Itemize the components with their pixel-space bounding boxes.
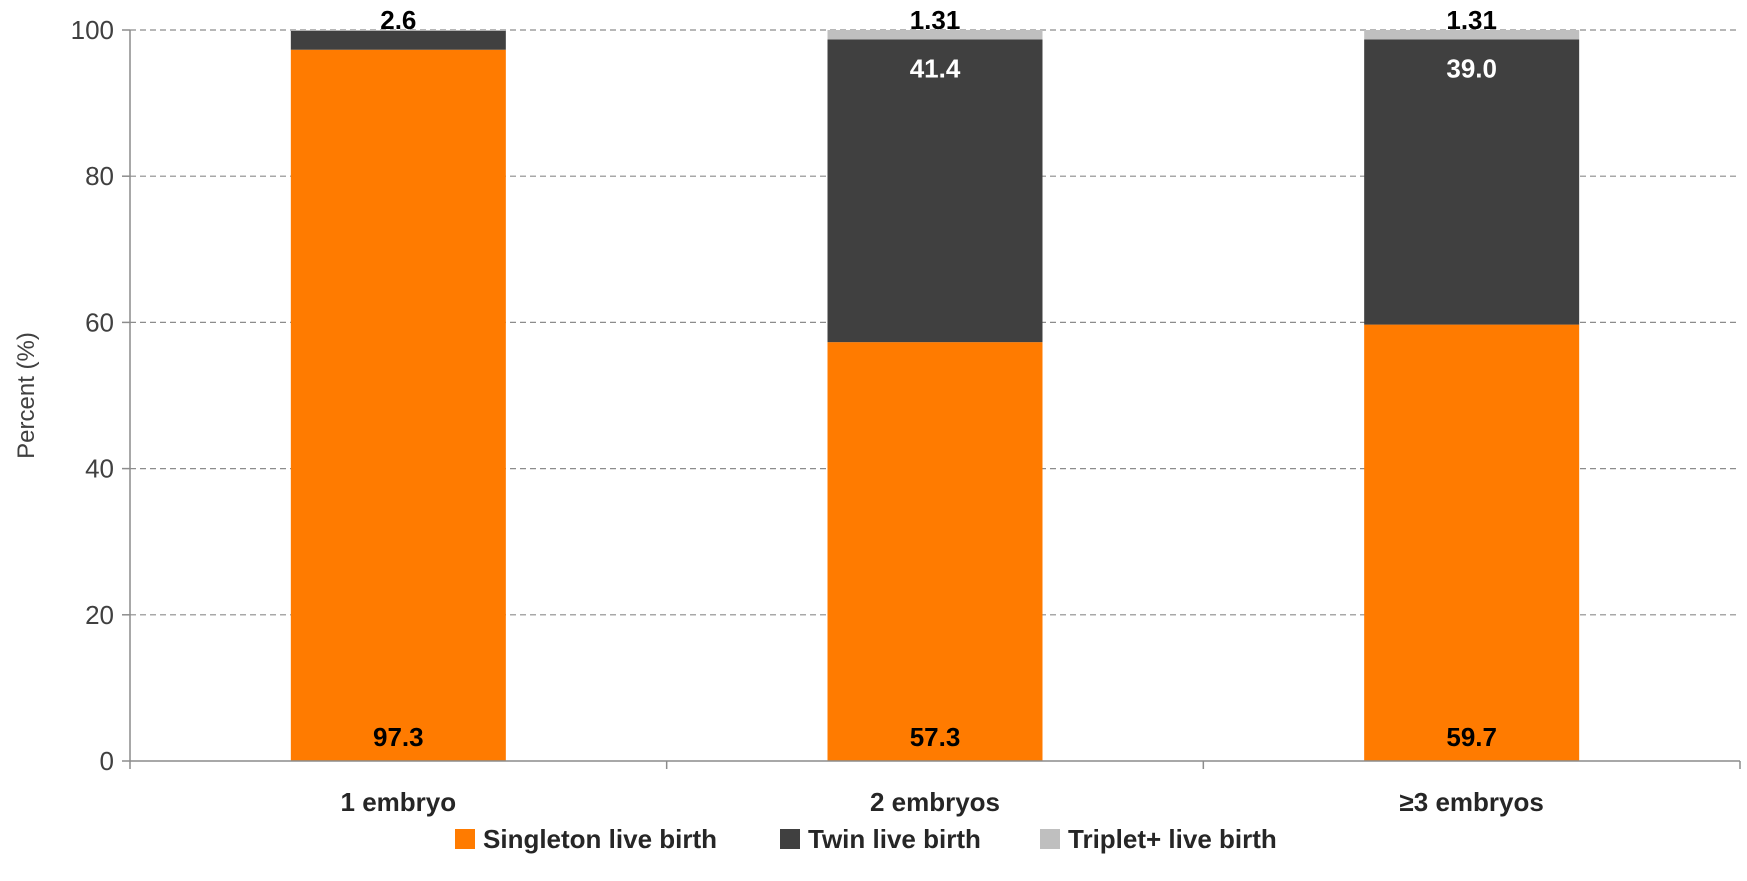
bar-segment bbox=[1364, 39, 1580, 325]
legend-swatch bbox=[455, 829, 475, 849]
y-tick-label: 60 bbox=[85, 307, 114, 337]
data-label: 39.0 bbox=[1446, 54, 1497, 84]
data-labels: 97.3 2.6 57.3 41.4 1.31 59.7 39.0 1.31 bbox=[373, 5, 1497, 752]
bars bbox=[290, 30, 1580, 761]
legend-swatch bbox=[1040, 829, 1060, 849]
legend-label: Twin live birth bbox=[808, 824, 981, 854]
bar-segment bbox=[290, 30, 506, 31]
data-label: 1.31 bbox=[910, 5, 961, 35]
x-tick-label: 1 embryo bbox=[341, 787, 457, 817]
legend-label: Triplet+ live birth bbox=[1068, 824, 1277, 854]
bar-segment bbox=[290, 49, 506, 761]
data-label: 59.7 bbox=[1446, 722, 1497, 752]
legend: Singleton live birth Twin live birth Tripl… bbox=[455, 824, 1277, 854]
bar-segment bbox=[827, 30, 1043, 40]
legend-label: Singleton live birth bbox=[483, 824, 717, 854]
x-tick-label: ≥3 embryos bbox=[1399, 787, 1543, 817]
y-tick-label: 40 bbox=[85, 454, 114, 484]
data-label: 41.4 bbox=[910, 54, 961, 84]
data-label: 2.6 bbox=[380, 5, 416, 35]
axes: 0 20 40 60 80 100 1 embryo 2 embryos ≥3 embryos bbox=[71, 15, 1741, 817]
bar-segment bbox=[1364, 324, 1580, 761]
bar-segment bbox=[827, 39, 1043, 343]
x-tick-label: 2 embryos bbox=[870, 787, 1000, 817]
y-tick-label: 0 bbox=[100, 746, 114, 776]
bar-segment bbox=[290, 30, 506, 50]
data-label: 57.3 bbox=[910, 722, 961, 752]
y-tick-label: 20 bbox=[85, 600, 114, 630]
bar-segment bbox=[827, 342, 1043, 761]
data-label: 97.3 bbox=[373, 722, 424, 752]
legend-swatch bbox=[780, 829, 800, 849]
y-tick-label: 80 bbox=[85, 161, 114, 191]
y-axis-title: Percent (%) bbox=[13, 332, 40, 459]
y-tick-label: 100 bbox=[71, 15, 114, 45]
data-label: 1.31 bbox=[1446, 5, 1497, 35]
bar-segment bbox=[1364, 30, 1580, 40]
